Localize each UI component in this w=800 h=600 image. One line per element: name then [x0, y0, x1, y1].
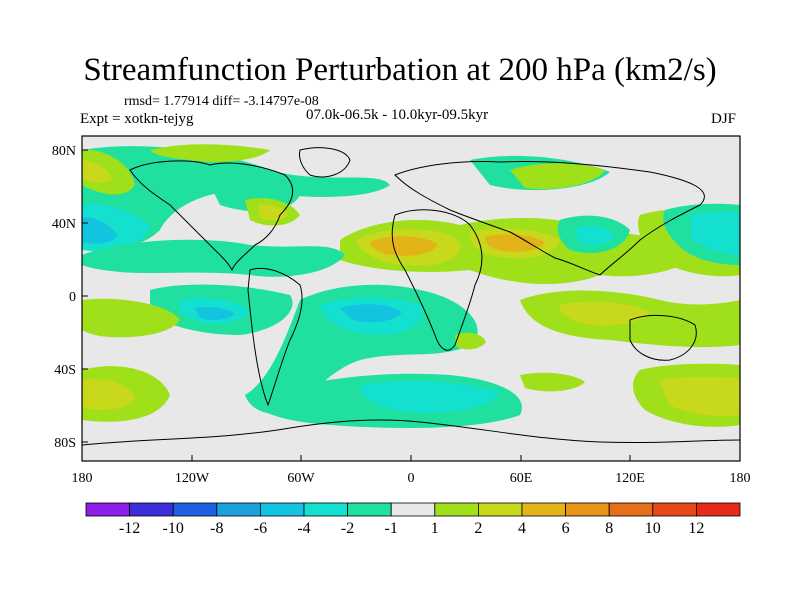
lon-label: 180	[72, 471, 93, 486]
coastline-eurasia	[394, 161, 705, 276]
coastline-australia	[629, 315, 697, 361]
contour-region	[370, 236, 438, 256]
contour-region	[510, 163, 605, 190]
lat-label: 0	[69, 290, 76, 305]
contour-field	[82, 136, 740, 461]
colorbar-labels: -12 -10 -8 -6 -4 -2 -1 1 2 4 6 8 10 12	[119, 520, 704, 537]
axis-ticks	[81, 149, 741, 461]
colorbar-swatch	[521, 502, 566, 517]
season-label: DJF	[711, 111, 737, 127]
period-label: 07.0k-06.5k - 10.0kyr-09.5kyr	[306, 107, 489, 123]
colorbar-swatch	[652, 502, 697, 517]
contour-region	[484, 234, 545, 252]
colorbar	[85, 502, 741, 517]
colorbar-swatch	[565, 502, 610, 517]
lon-label: 180	[730, 471, 751, 486]
coastlines	[82, 147, 740, 446]
lat-label: 80N	[52, 144, 76, 159]
colorbar-swatch	[390, 502, 436, 517]
colorbar-swatch	[608, 502, 654, 517]
contour-region	[340, 304, 402, 323]
colorbar-swatch	[259, 502, 305, 517]
lat-label: 40N	[52, 217, 76, 232]
lon-label: 60W	[287, 471, 315, 486]
lat-label: 80S	[54, 436, 76, 451]
lon-label: 120W	[175, 471, 210, 486]
colorbar-label: 2	[474, 520, 482, 537]
colorbar-label: -2	[341, 520, 354, 537]
contour-region	[82, 217, 118, 244]
coastline-greenland	[299, 147, 351, 178]
contour-region	[150, 144, 270, 162]
contour-region	[455, 332, 486, 350]
colorbar-label: -10	[163, 520, 184, 537]
colorbar-swatch	[477, 502, 523, 517]
colorbar-label: -12	[119, 520, 140, 537]
colorbar-swatch	[696, 502, 741, 517]
coastline-north-america	[129, 160, 294, 272]
colorbar-swatch	[303, 502, 348, 517]
contour-region	[258, 204, 288, 221]
contour-region	[82, 378, 135, 410]
longitude-labels: 180 120W 60W 0 60E 120E 180	[72, 471, 751, 486]
colorbar-swatch	[216, 502, 261, 517]
colorbar-label: 1	[431, 520, 439, 537]
contour-region	[575, 226, 615, 246]
experiment-label: Expt = xotkn-tejyg	[80, 111, 194, 127]
colorbar-swatch	[85, 502, 130, 517]
contour-region	[690, 211, 740, 255]
contour-region	[82, 298, 180, 338]
coastline-antarctica	[82, 419, 740, 446]
coastline-africa	[391, 209, 483, 351]
colorbar-label: -8	[210, 520, 223, 537]
colorbar-label: -1	[385, 520, 398, 537]
colorbar-swatch	[129, 502, 174, 517]
coastline-south-america	[247, 267, 303, 407]
colorbar-label: 12	[688, 520, 704, 537]
stats-line: rmsd= 1.77914 diff= -3.14797e-08	[124, 94, 319, 109]
contour-region	[195, 306, 235, 321]
colorbar-swatch	[347, 502, 392, 517]
figure-title: Streamfunction Perturbation at 200 hPa (…	[83, 52, 717, 88]
contour-region	[82, 149, 135, 195]
contour-region	[82, 160, 112, 183]
colorbar-label: 8	[605, 520, 613, 537]
contour-region	[82, 239, 345, 277]
lon-label: 0	[408, 471, 415, 486]
colorbar-label: 4	[518, 520, 526, 537]
colorbar-swatch	[434, 502, 479, 517]
colorbar-label: 6	[562, 520, 570, 537]
contour-region	[520, 372, 585, 392]
latitude-labels: 80N 40N 0 40S 80S	[52, 144, 76, 451]
lat-label: 40S	[54, 363, 76, 378]
colorbar-label: -4	[297, 520, 310, 537]
contour-region	[82, 146, 390, 247]
colorbar-label: 10	[645, 520, 661, 537]
colorbar-label: -6	[254, 520, 267, 537]
lon-label: 120E	[615, 471, 645, 486]
contour-region	[559, 301, 650, 326]
lon-label: 60E	[510, 471, 533, 486]
contour-region	[360, 380, 500, 413]
colorbar-swatch	[172, 502, 218, 517]
contour-region	[660, 376, 740, 416]
